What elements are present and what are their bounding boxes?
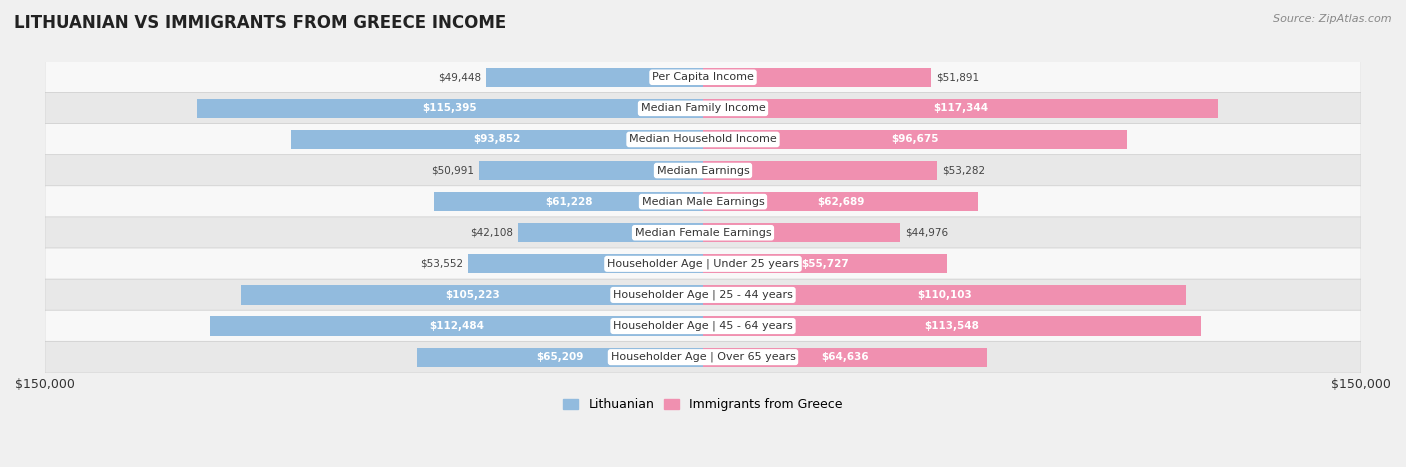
Text: Median Family Income: Median Family Income bbox=[641, 103, 765, 113]
Text: $42,108: $42,108 bbox=[470, 228, 513, 238]
Text: Median Household Income: Median Household Income bbox=[628, 134, 778, 144]
Bar bbox=[703, 192, 979, 211]
Text: Householder Age | 25 - 44 years: Householder Age | 25 - 44 years bbox=[613, 290, 793, 300]
Text: Per Capita Income: Per Capita Income bbox=[652, 72, 754, 82]
Text: Median Female Earnings: Median Female Earnings bbox=[634, 228, 772, 238]
Text: $96,675: $96,675 bbox=[891, 134, 939, 144]
Text: $113,548: $113,548 bbox=[925, 321, 980, 331]
FancyBboxPatch shape bbox=[45, 279, 1361, 311]
Bar bbox=[418, 347, 703, 367]
Text: $105,223: $105,223 bbox=[444, 290, 499, 300]
Text: $62,689: $62,689 bbox=[817, 197, 865, 207]
Text: $112,484: $112,484 bbox=[429, 321, 484, 331]
Text: Householder Age | Under 25 years: Householder Age | Under 25 years bbox=[607, 259, 799, 269]
Text: $93,852: $93,852 bbox=[474, 134, 520, 144]
Bar bbox=[703, 285, 1187, 304]
FancyBboxPatch shape bbox=[45, 61, 1361, 93]
Text: $115,395: $115,395 bbox=[423, 103, 477, 113]
Text: $117,344: $117,344 bbox=[932, 103, 988, 113]
Text: LITHUANIAN VS IMMIGRANTS FROM GREECE INCOME: LITHUANIAN VS IMMIGRANTS FROM GREECE INC… bbox=[14, 14, 506, 32]
Bar bbox=[291, 130, 703, 149]
Bar bbox=[703, 130, 1128, 149]
FancyBboxPatch shape bbox=[45, 248, 1361, 280]
Bar bbox=[703, 99, 1218, 118]
Bar bbox=[703, 161, 936, 180]
Text: Source: ZipAtlas.com: Source: ZipAtlas.com bbox=[1274, 14, 1392, 24]
Bar bbox=[703, 254, 948, 274]
Text: $49,448: $49,448 bbox=[437, 72, 481, 82]
Text: $53,282: $53,282 bbox=[942, 165, 986, 176]
Bar bbox=[703, 68, 931, 87]
FancyBboxPatch shape bbox=[45, 155, 1361, 186]
Bar bbox=[519, 223, 703, 242]
Bar bbox=[197, 99, 703, 118]
Bar bbox=[703, 223, 900, 242]
FancyBboxPatch shape bbox=[45, 92, 1361, 124]
Bar bbox=[486, 68, 703, 87]
Bar bbox=[703, 347, 987, 367]
FancyBboxPatch shape bbox=[45, 310, 1361, 342]
Text: $64,636: $64,636 bbox=[821, 352, 869, 362]
Text: Householder Age | Over 65 years: Householder Age | Over 65 years bbox=[610, 352, 796, 362]
Text: $53,552: $53,552 bbox=[419, 259, 463, 269]
Bar bbox=[479, 161, 703, 180]
Text: $110,103: $110,103 bbox=[917, 290, 972, 300]
Text: Median Earnings: Median Earnings bbox=[657, 165, 749, 176]
Text: $51,891: $51,891 bbox=[936, 72, 979, 82]
Bar bbox=[703, 317, 1201, 336]
Text: $44,976: $44,976 bbox=[905, 228, 949, 238]
Text: $55,727: $55,727 bbox=[801, 259, 849, 269]
Bar bbox=[468, 254, 703, 274]
Text: Median Male Earnings: Median Male Earnings bbox=[641, 197, 765, 207]
Bar bbox=[434, 192, 703, 211]
FancyBboxPatch shape bbox=[45, 217, 1361, 248]
Text: Householder Age | 45 - 64 years: Householder Age | 45 - 64 years bbox=[613, 321, 793, 331]
FancyBboxPatch shape bbox=[45, 186, 1361, 218]
Bar bbox=[242, 285, 703, 304]
Bar bbox=[209, 317, 703, 336]
Legend: Lithuanian, Immigrants from Greece: Lithuanian, Immigrants from Greece bbox=[558, 393, 848, 416]
FancyBboxPatch shape bbox=[45, 341, 1361, 373]
Text: $65,209: $65,209 bbox=[536, 352, 583, 362]
FancyBboxPatch shape bbox=[45, 124, 1361, 156]
Text: $50,991: $50,991 bbox=[432, 165, 474, 176]
Text: $61,228: $61,228 bbox=[546, 197, 592, 207]
